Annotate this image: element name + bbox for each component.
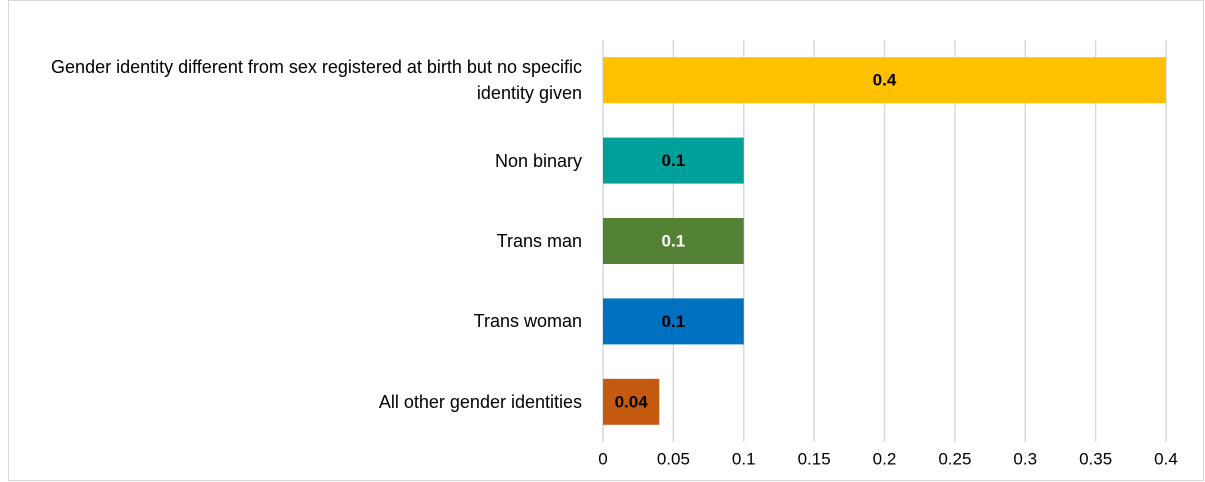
chart-frame <box>8 0 1204 481</box>
x-tick-label: 0.25 <box>938 449 971 468</box>
bar <box>603 298 744 345</box>
bar <box>603 378 660 425</box>
category-label: Trans man <box>496 231 582 251</box>
x-tick-label: 0.1 <box>732 449 756 468</box>
data-label: 0.4 <box>873 71 897 90</box>
data-label: 0.1 <box>662 231 686 250</box>
category-label: All other gender identities <box>378 391 582 412</box>
bar <box>603 137 744 184</box>
bar <box>603 57 1166 104</box>
x-tick-label: 0.2 <box>873 449 897 468</box>
data-label: 0.04 <box>615 392 649 411</box>
x-tick-label: 0.15 <box>798 449 831 468</box>
category-label: Gender identity different from sex regis… <box>51 57 582 104</box>
category-label: Trans woman <box>473 311 582 332</box>
x-tick-label: 0.4 <box>1154 449 1178 468</box>
data-label: 0.1 <box>662 151 686 170</box>
x-tick-label: 0 <box>598 449 607 468</box>
data-label: 0.1 <box>662 312 686 331</box>
x-tick-label: 0.3 <box>1013 449 1037 468</box>
bar <box>603 218 744 264</box>
category-label: Non binary <box>494 150 582 171</box>
x-tick-label: 0.35 <box>1079 449 1112 468</box>
x-tick-label: 0.05 <box>657 449 690 468</box>
